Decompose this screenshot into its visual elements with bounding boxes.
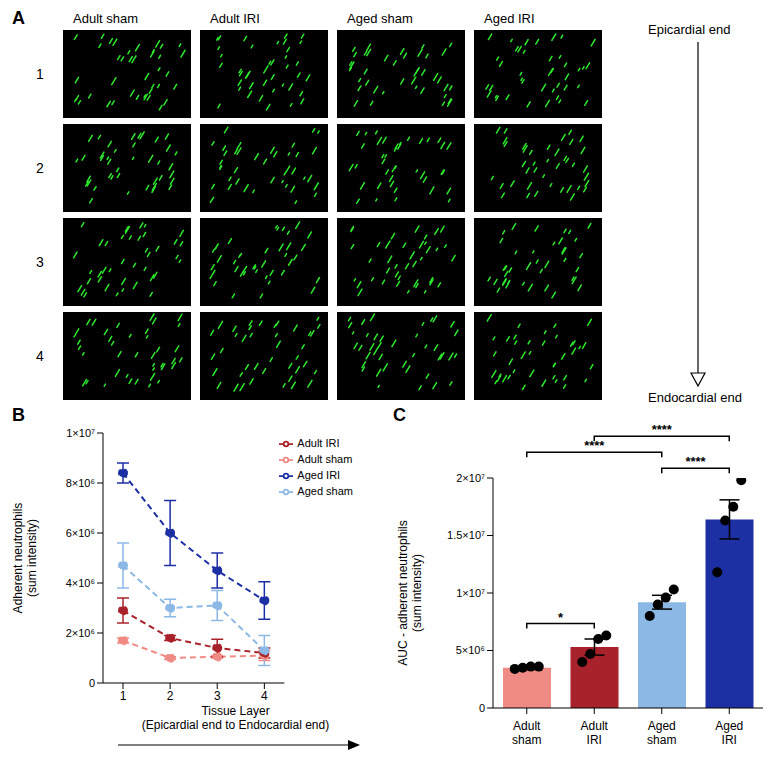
svg-text:2: 2 xyxy=(36,160,44,176)
svg-text:*: * xyxy=(558,610,564,625)
svg-text:4: 4 xyxy=(36,348,44,364)
svg-text:Adultsham: Adultsham xyxy=(512,719,541,747)
svg-text:6×10⁶: 6×10⁶ xyxy=(66,527,95,539)
svg-text:B: B xyxy=(12,405,25,425)
svg-text:Tissue Layer: Tissue Layer xyxy=(201,704,269,718)
html-text:Adult IRI: Adult IRI xyxy=(297,437,340,449)
html-text:Aged sham: Aged sham xyxy=(297,485,353,498)
svg-text:5×10⁶: 5×10⁶ xyxy=(456,644,485,656)
svg-text:****: **** xyxy=(652,422,673,437)
svg-text:(Epicardial end to Endocardial: (Epicardial end to Endocardial end) xyxy=(142,718,329,732)
svg-text:Epicardial end: Epicardial end xyxy=(648,22,730,37)
svg-text:C: C xyxy=(393,405,406,425)
svg-text:Adult sham: Adult sham xyxy=(73,11,138,26)
svg-text:Aged IRI: Aged IRI xyxy=(484,11,535,26)
svg-text:2: 2 xyxy=(167,689,174,703)
svg-text:****: **** xyxy=(584,438,605,453)
svg-text:1×10⁷: 1×10⁷ xyxy=(66,427,95,439)
svg-text:Endocardial end: Endocardial end xyxy=(648,390,742,405)
svg-text:4: 4 xyxy=(261,689,268,703)
svg-text:0: 0 xyxy=(479,702,485,714)
svg-text:4×10⁶: 4×10⁶ xyxy=(66,577,95,589)
svg-text:Aged sham: Aged sham xyxy=(347,11,413,26)
svg-text:(sum intensity): (sum intensity) xyxy=(410,554,424,632)
svg-text:Adult IRI: Adult IRI xyxy=(210,11,260,26)
svg-text:2×10⁷: 2×10⁷ xyxy=(456,472,485,484)
svg-text:Adherent neutrophils: Adherent neutrophils xyxy=(11,503,25,614)
svg-text:****: **** xyxy=(685,454,706,469)
svg-text:1: 1 xyxy=(120,689,127,703)
html-text:Aged IRI: Aged IRI xyxy=(297,469,341,482)
svg-text:Agedsham: Agedsham xyxy=(647,719,676,747)
html-text:Adult sham: Adult sham xyxy=(297,453,353,466)
svg-text:(sum intensity): (sum intensity) xyxy=(25,519,39,597)
svg-text:3: 3 xyxy=(36,254,44,270)
svg-text:8×10⁶: 8×10⁶ xyxy=(66,477,95,489)
svg-text:AdultIRI: AdultIRI xyxy=(581,719,609,747)
svg-text:1.5×10⁷: 1.5×10⁷ xyxy=(447,529,485,541)
svg-text:AUC - adherent neutrophils: AUC - adherent neutrophils xyxy=(396,520,410,665)
svg-text:1: 1 xyxy=(36,66,44,82)
svg-text:1×10⁷: 1×10⁷ xyxy=(456,587,485,599)
svg-text:A: A xyxy=(12,8,25,28)
svg-text:2×10⁶: 2×10⁶ xyxy=(66,627,95,639)
svg-text:3: 3 xyxy=(214,689,221,703)
svg-text:0: 0 xyxy=(89,677,95,689)
svg-text:AgedIRI: AgedIRI xyxy=(715,719,743,747)
